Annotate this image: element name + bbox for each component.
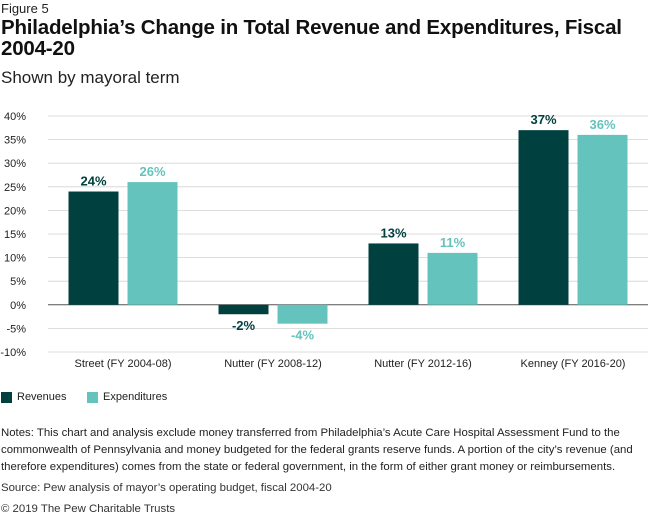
- bar-expenditures: [427, 252, 478, 305]
- y-tick-label: -5%: [6, 323, 26, 335]
- chart-source: Source: Pew analysis of mayor’s operatin…: [1, 482, 332, 494]
- chart-subtitle: Shown by mayoral term: [1, 68, 180, 87]
- y-tick-label: 0%: [10, 300, 26, 312]
- data-label-expenditures: 26%: [139, 164, 165, 179]
- data-label-expenditures: 11%: [440, 235, 466, 250]
- y-tick-label: 10%: [4, 253, 26, 265]
- legend-swatch-expenditures: [87, 391, 98, 403]
- x-category-label: Nutter (FY 2008-12): [224, 358, 322, 370]
- bar-revenues: [68, 191, 119, 305]
- bar-expenditures: [277, 304, 328, 324]
- legend-label-expenditures: Expenditures: [103, 391, 168, 403]
- y-tick-label: 40%: [4, 111, 26, 123]
- y-tick-label: 35%: [4, 135, 26, 147]
- data-label-expenditures: 36%: [589, 117, 615, 132]
- data-label-revenues: -2%: [232, 318, 256, 333]
- chart-notes: Notes: This chart and analysis exclude m…: [1, 427, 633, 473]
- bar-revenues: [218, 304, 269, 315]
- x-category-label: Street (FY 2004-08): [74, 358, 171, 370]
- y-tick-label: 30%: [4, 158, 26, 170]
- bar-revenues: [368, 243, 419, 305]
- bar-expenditures: [577, 134, 628, 305]
- bar-chart: 40% 35% 30% 25% 20% 15% 10% 5% 0% -5% -10% 24% 26% St…: [0, 111, 648, 370]
- y-tick-label: 5%: [10, 276, 26, 288]
- chart-title: Philadelphia’s Change in Total Revenue a…: [1, 16, 622, 60]
- data-label-revenues: 37%: [530, 112, 556, 127]
- y-tick-label: 25%: [4, 182, 26, 194]
- data-label-revenues: 13%: [380, 225, 406, 240]
- copyright: © 2019 The Pew Charitable Trusts: [1, 503, 176, 515]
- figure-label: Figure 5: [1, 1, 49, 16]
- y-tick-label: 20%: [4, 205, 26, 217]
- bar-expenditures: [127, 182, 178, 305]
- y-tick-label: 15%: [4, 229, 26, 241]
- x-category-label: Kenney (FY 2016-20): [521, 358, 626, 370]
- legend-expenditures: Expenditures: [87, 391, 167, 403]
- data-label-revenues: 24%: [80, 174, 106, 189]
- y-tick-label: -10%: [0, 347, 26, 359]
- legend-revenues: Revenues: [1, 391, 67, 403]
- x-category-label: Nutter (FY 2012-16): [374, 358, 472, 370]
- legend-label-revenues: Revenues: [17, 391, 67, 403]
- legend-swatch-revenues: [1, 391, 12, 403]
- data-label-expenditures: -4%: [291, 328, 315, 343]
- bar-revenues: [518, 130, 569, 305]
